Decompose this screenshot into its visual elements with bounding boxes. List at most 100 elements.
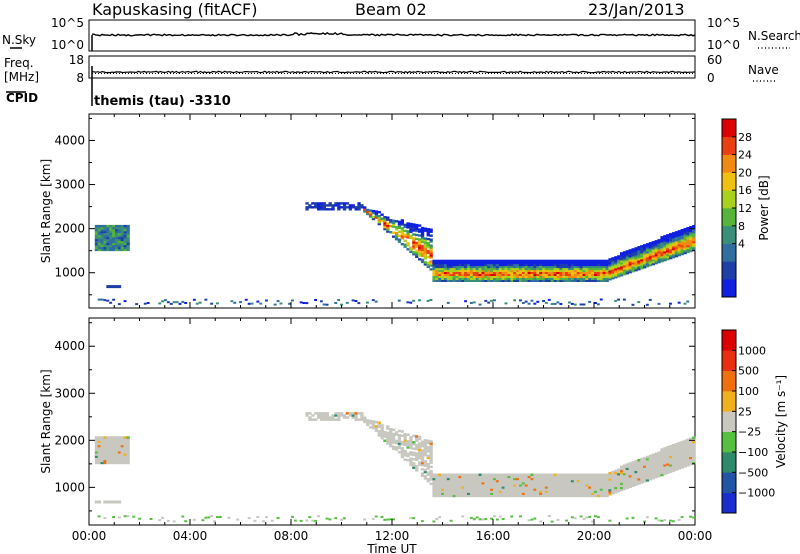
echo-pixel xyxy=(651,247,655,250)
echo-pixel xyxy=(415,435,419,438)
echo-pixel xyxy=(585,273,589,276)
echo-pixel xyxy=(510,492,514,495)
echo-pixel xyxy=(103,436,107,439)
echo-pixel xyxy=(677,253,681,257)
echo-pixel xyxy=(377,421,381,424)
echo-pixel xyxy=(345,206,350,209)
echo-pixel xyxy=(117,242,122,246)
echo-pixel xyxy=(317,206,321,209)
echo-pixel xyxy=(617,263,621,266)
echo-pixel xyxy=(100,449,104,452)
echo-pixel xyxy=(308,204,312,207)
echo-pixel xyxy=(386,226,390,229)
echo-pixel xyxy=(666,238,670,241)
echo-pixel xyxy=(550,259,554,263)
echo-pixel xyxy=(386,435,390,439)
echo-pixel xyxy=(403,435,407,438)
echo-pixel xyxy=(446,279,451,282)
echo-pixel xyxy=(406,446,410,449)
echo-pixel xyxy=(106,244,110,248)
echo-pixel xyxy=(585,484,589,487)
echo-pixel xyxy=(103,228,107,232)
echo-pixel xyxy=(631,463,635,466)
echo-pixel xyxy=(527,490,531,493)
echo-pixel xyxy=(669,470,673,473)
echo-pixel xyxy=(689,450,693,453)
echo-pixel xyxy=(637,258,641,261)
echo-pixel xyxy=(620,478,624,481)
echo-pixel xyxy=(631,461,635,464)
echo-pixel xyxy=(625,471,629,475)
echo-pixel xyxy=(389,518,392,521)
echo-pixel xyxy=(599,490,604,493)
echo-pixel xyxy=(420,250,425,254)
echo-pixel xyxy=(660,250,664,253)
echo-pixel xyxy=(487,486,491,489)
echo-pixel xyxy=(588,475,592,479)
echo-pixel xyxy=(429,248,433,251)
echo-pixel xyxy=(582,486,586,489)
echo-pixel xyxy=(449,488,453,491)
echo-pixel xyxy=(628,464,632,467)
echo-pixel xyxy=(455,486,459,489)
echo-pixel xyxy=(368,209,373,212)
echo-pixel xyxy=(438,273,442,276)
echo-pixel xyxy=(683,454,687,457)
echo-pixel xyxy=(504,273,508,276)
echo-pixel xyxy=(614,264,618,267)
echo-pixel xyxy=(683,458,687,462)
echo-pixel xyxy=(686,451,690,454)
echo-pixel xyxy=(334,204,338,207)
echo-pixel xyxy=(689,441,693,445)
echo-pixel xyxy=(654,471,658,475)
echo-pixel xyxy=(467,494,471,498)
echo-pixel xyxy=(106,444,110,448)
echo-pixel xyxy=(366,423,370,426)
echo-pixel xyxy=(651,245,655,248)
echo-pixel xyxy=(692,442,696,446)
echo-pixel xyxy=(617,470,621,474)
echo-pixel xyxy=(631,264,635,267)
echo-pixel xyxy=(680,246,684,250)
echo-pixel xyxy=(435,486,439,489)
echo-pixel xyxy=(429,254,433,257)
echo-pixel xyxy=(651,255,655,258)
echo-pixel xyxy=(663,237,667,240)
echo-pixel xyxy=(680,464,684,467)
echo-pixel xyxy=(585,490,589,493)
echo-pixel xyxy=(634,265,638,268)
echo-pixel xyxy=(611,492,615,495)
echo-pixel xyxy=(100,246,104,250)
echo-pixel xyxy=(565,269,569,272)
echo-pixel xyxy=(602,484,606,487)
echo-pixel xyxy=(570,277,575,280)
echo-pixel xyxy=(588,482,592,485)
echo-pixel xyxy=(542,475,546,479)
echo-pixel xyxy=(622,265,627,268)
echo-pixel xyxy=(579,261,583,265)
echo-pixel xyxy=(423,241,427,244)
echo-pixel xyxy=(625,480,629,483)
echo-pixel xyxy=(495,261,500,265)
echo-pixel xyxy=(423,247,427,250)
echo-pixel xyxy=(588,473,592,476)
echo-pixel xyxy=(568,263,572,267)
echo-pixel xyxy=(573,490,578,493)
echo-pixel xyxy=(472,271,477,274)
echo-pixel xyxy=(663,472,667,476)
echo-pixel xyxy=(651,455,655,459)
echo-pixel xyxy=(634,253,638,256)
echo-pixel xyxy=(625,476,629,479)
echo-pixel xyxy=(455,482,459,485)
echo-pixel xyxy=(527,473,531,476)
echo-pixel xyxy=(677,301,681,304)
echo-pixel xyxy=(657,470,661,473)
echo-pixel xyxy=(94,244,99,248)
echo-pixel xyxy=(397,442,402,445)
echo-pixel xyxy=(669,239,673,242)
echo-pixel xyxy=(467,279,471,282)
echo-pixel xyxy=(106,453,110,456)
echo-pixel xyxy=(579,277,583,280)
echo-pixel xyxy=(527,484,531,487)
echo-pixel xyxy=(383,223,387,227)
